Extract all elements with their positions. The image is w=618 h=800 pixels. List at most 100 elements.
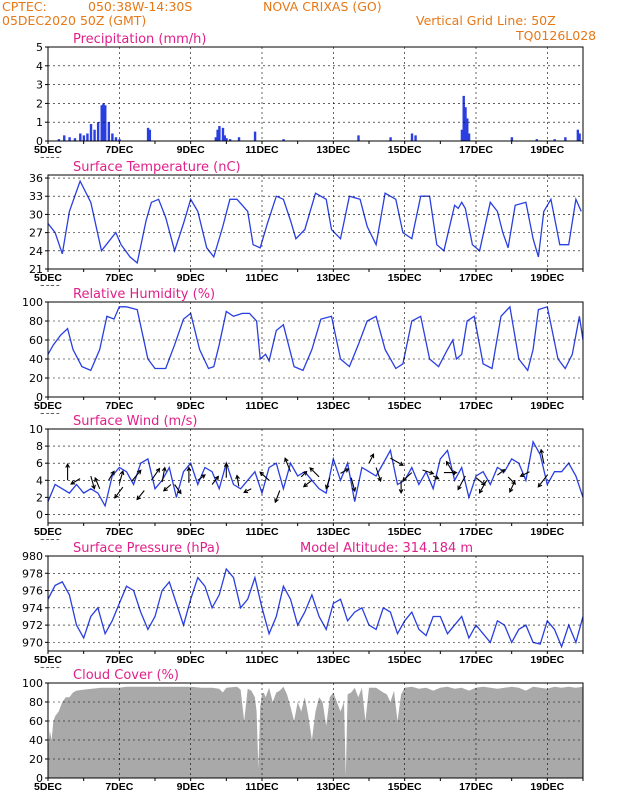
- precip-bar-39: [535, 139, 539, 141]
- cloud-ytick-label-100: 100: [22, 677, 43, 690]
- precip-bar-33: [460, 129, 464, 141]
- temp-ytick-label-27: 27: [29, 227, 43, 240]
- temp-title: Surface Temperature (nC): [73, 160, 241, 175]
- wind-xtick-label-13: 13DEC: [316, 526, 350, 538]
- cloud-ytick-label-40: 40: [29, 734, 43, 747]
- model-code-label: TQ0126L028: [516, 28, 597, 43]
- precip-title: Precipitation (mm/h): [73, 32, 206, 47]
- rh-ytick-label-60: 60: [29, 334, 43, 347]
- pres-grid: [48, 556, 583, 651]
- precip-bar-15: [114, 137, 118, 141]
- cloud-xtick-label-5: 5DEC: [34, 781, 62, 793]
- rh-xtick-label-17: 17DEC: [459, 400, 493, 412]
- precip-grid: [48, 47, 583, 141]
- precip-ytick-label-2: 2: [36, 97, 43, 110]
- precip-year-label: 2020: [40, 156, 60, 165]
- rh-xtick-label-13: 13DEC: [316, 400, 350, 412]
- cloud-ytick-label-80: 80: [29, 696, 43, 709]
- precip-bar-5: [82, 135, 86, 141]
- wind-xtick-label-11: 11DEC: [245, 526, 279, 538]
- pres-xtick-label-7: 7DEC: [105, 654, 133, 666]
- precip-panel: 0 1 2 3 4 5 5DEC 7DEC 9DEC 11DEC 13DEC 15DEC 17DEC 19…: [34, 32, 584, 165]
- temp-frame: [47, 174, 584, 270]
- precip-ytick-label-5: 5: [36, 41, 43, 54]
- wind-arrow-31: [398, 480, 404, 495]
- precip-bar-20: [216, 129, 219, 141]
- temp-xtick-label-15: 15DEC: [388, 272, 422, 284]
- pres-title: Surface Pressure (hPa): [73, 541, 220, 556]
- wind-arrow-8: [136, 490, 145, 501]
- precip-bar-25: [228, 139, 232, 141]
- wind-arrow-1: [70, 478, 81, 485]
- precip-bar-42: [576, 129, 580, 141]
- wind-arrow-12: [174, 484, 182, 495]
- cloud-xtick-label-17: 17DEC: [459, 781, 493, 793]
- rh-xtick-label-5: 5DEC: [34, 400, 62, 412]
- precip-bar-41: [564, 137, 567, 141]
- wind-ytick-label-0: 0: [36, 508, 43, 521]
- wind-ytick-label-10: 10: [29, 423, 43, 436]
- precip-bar-12: [104, 105, 107, 141]
- pres-year-label: 2020: [40, 666, 60, 675]
- precip-xtick-label-15: 15DEC: [388, 144, 422, 156]
- cloud-frame: [47, 682, 584, 779]
- wind-arrow-26: [340, 468, 350, 474]
- wind-arrow-35: [443, 470, 458, 475]
- wind-arrow-24: [309, 467, 320, 478]
- precip-ytick-label-4: 4: [36, 60, 43, 73]
- precip-bar-7: [89, 124, 93, 141]
- precip-bar-13: [107, 122, 111, 141]
- temp-panel: 21 24 27 30 33 36 5DEC 7DEC 9DEC 11DEC 13DEC 15DEC 1…: [29, 160, 584, 293]
- cloud-xtick-label-9: 9DEC: [177, 781, 205, 793]
- pres-ytick-label-974: 974: [22, 602, 43, 615]
- rh-year-label: 2020: [40, 412, 60, 421]
- precip-xtick-label-9: 9DEC: [177, 144, 205, 156]
- wind-frame: [47, 428, 584, 524]
- temp-xtick-label-13: 13DEC: [316, 272, 350, 284]
- wind-arrow-13: [186, 466, 192, 483]
- precip-ytick-label-1: 1: [36, 116, 43, 129]
- wind-xtick-label-19: 19DEC: [530, 526, 564, 538]
- precip-xtick-label-19: 19DEC: [530, 144, 564, 156]
- rh-data-layer: [48, 305, 583, 372]
- precip-bar-9: [96, 122, 100, 141]
- precip-bar-27: [253, 131, 257, 141]
- wind-arrow-11: [162, 484, 172, 492]
- temp-xtick-label-5: 5DEC: [34, 272, 62, 284]
- precip-bar-19: [214, 137, 218, 141]
- wind-arrow-23: [302, 479, 313, 488]
- pres-data-layer: [48, 567, 583, 649]
- wind-arrow-7: [131, 469, 142, 482]
- precip-ytick-label-0: 0: [36, 135, 43, 148]
- pres-frame: [47, 555, 584, 652]
- wind-arrow-15: [211, 475, 220, 485]
- precip-bar-22: [221, 127, 225, 141]
- rh-title: Relative Humidity (%): [73, 287, 215, 302]
- pres-panel: 970 972 974 976 978 980 5DEC 7DEC 9DEC 11DEC 13DEC…: [22, 541, 584, 675]
- temp-year-label: 2020: [40, 284, 60, 293]
- pres-ytick-label-980: 980: [22, 550, 43, 563]
- pres-ytick-label-978: 978: [22, 567, 43, 580]
- wind-arrow-3: [94, 476, 101, 490]
- temp-ytick-label-30: 30: [29, 208, 43, 221]
- pres-xtick-label-13: 13DEC: [316, 654, 350, 666]
- wind-arrow-37: [457, 475, 466, 491]
- wind-xtick-label-17: 17DEC: [459, 526, 493, 538]
- precip-bar-14: [111, 133, 114, 141]
- wind-ytick-label-2: 2: [36, 491, 43, 504]
- pres-ytick-label-976: 976: [22, 585, 43, 598]
- precip-bar-43: [578, 133, 581, 141]
- precip-bar-24: [225, 138, 228, 141]
- wind-ytick-label-8: 8: [36, 440, 43, 453]
- cloud-xtick-label-7: 7DEC: [105, 781, 133, 793]
- temp-series-line: [48, 179, 582, 265]
- rh-xtick-label-11: 11DEC: [245, 400, 279, 412]
- wind-arrow-44: [539, 448, 545, 464]
- wind-arrow-22: [300, 470, 308, 478]
- wind-arrow-14: [197, 474, 206, 481]
- wind-arrow-40: [497, 469, 506, 476]
- wind-arrow-29: [375, 467, 382, 483]
- pres-xtick-label-9: 9DEC: [177, 654, 205, 666]
- wind-xtick-label-9: 9DEC: [177, 526, 205, 538]
- pres-xtick-label-11: 11DEC: [245, 654, 279, 666]
